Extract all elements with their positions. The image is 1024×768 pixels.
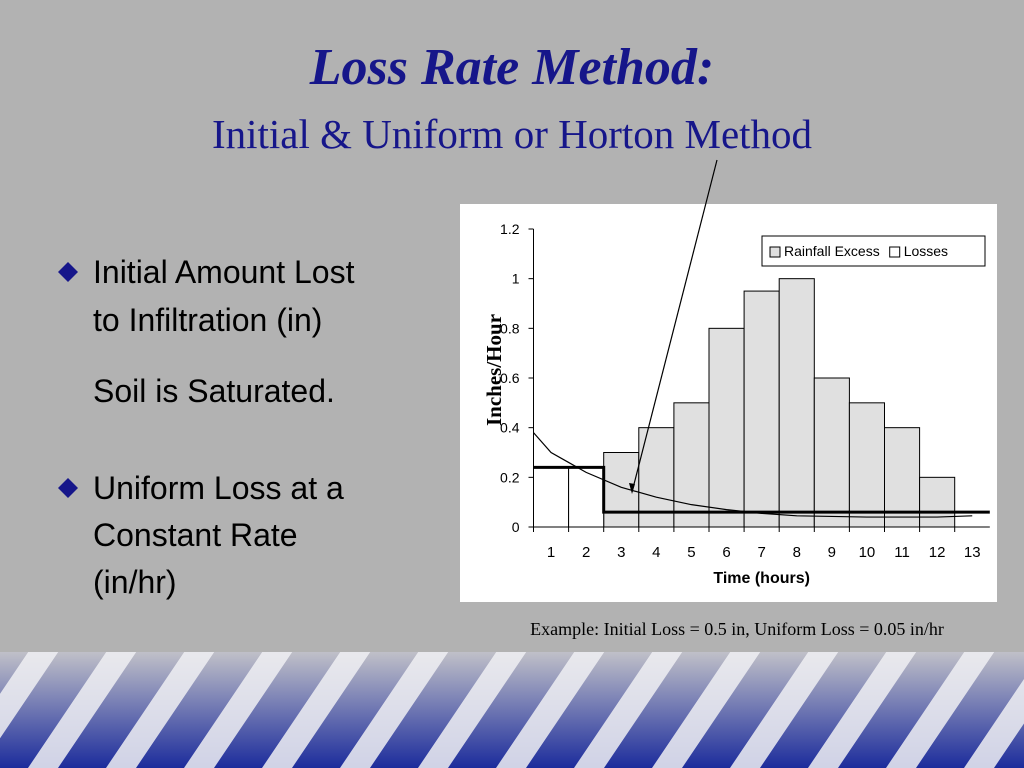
bar xyxy=(919,476,956,528)
bullet-diamond xyxy=(58,262,78,282)
x-tick-label: 12 xyxy=(929,544,946,561)
bar xyxy=(603,452,640,528)
horton-curve xyxy=(533,432,973,518)
legend-label: Losses xyxy=(904,243,948,259)
y-tick-label: 0.8 xyxy=(500,320,520,336)
bar xyxy=(708,327,745,528)
chart: 00.20.40.60.811.21 2 3 4 5 6 7 8 9 10 11 12 13Rainfa… xyxy=(482,221,990,587)
y-tick-label: 1 xyxy=(512,271,520,287)
bar xyxy=(568,466,605,528)
y-tick-label: 0.2 xyxy=(500,469,520,485)
x-tick-label: 3 xyxy=(617,544,625,561)
x-tick-label: 10 xyxy=(859,544,876,561)
bar xyxy=(673,402,710,528)
y-tick-label: 1.2 xyxy=(500,221,520,237)
y-tick-label: 0.4 xyxy=(500,420,520,436)
bar xyxy=(533,466,570,528)
bullet-text: Initial Amount Lost xyxy=(93,254,355,290)
legend-label: Rainfall Excess xyxy=(784,243,880,259)
x-tick-label: 11 xyxy=(894,544,910,561)
x-tick-label: 5 xyxy=(687,544,695,561)
bar xyxy=(743,290,780,528)
x-tick-label: 2 xyxy=(582,544,590,561)
bullet-text: (in/hr) xyxy=(93,564,177,600)
x-tick-label: 4 xyxy=(652,544,660,561)
slide-title: Loss Rate Method: xyxy=(309,39,714,96)
footer-stripes xyxy=(0,652,1024,768)
legend-box xyxy=(761,235,986,267)
slide-subtitle: Initial & Uniform or Horton Method xyxy=(212,111,812,157)
bullet-text: to Infiltration (in) xyxy=(93,302,322,338)
y-axis-label: Inches/Hour xyxy=(482,314,506,426)
bar xyxy=(778,278,815,528)
bullet-diamond xyxy=(58,478,78,498)
bullet-note: Soil is Saturated. xyxy=(93,373,335,409)
x-tick-label: 8 xyxy=(793,544,801,561)
uniform-loss-line xyxy=(533,465,990,514)
x-tick-label: 1 xyxy=(547,544,555,561)
bar xyxy=(884,427,921,528)
legend-swatch xyxy=(769,246,781,258)
bar xyxy=(813,377,850,528)
x-tick-label: 6 xyxy=(722,544,730,561)
caption: Example: Initial Loss = 0.5 in, Uniform … xyxy=(530,619,944,639)
legend-swatch xyxy=(889,246,901,258)
pointer-arrowhead xyxy=(629,483,635,494)
bar xyxy=(848,402,886,528)
y-tick-label: 0.6 xyxy=(500,370,520,386)
y-tick-label: 0 xyxy=(512,519,520,535)
x-tick-label: 9 xyxy=(828,544,836,561)
x-tick-label: 13 xyxy=(964,544,981,561)
pointer-line xyxy=(631,159,718,493)
x-tick-label: 7 xyxy=(757,544,765,561)
x-axis-label: Time (hours) xyxy=(713,570,810,587)
bullet-text: Constant Rate xyxy=(93,517,298,553)
bullet-text: Uniform Loss at a xyxy=(93,470,344,506)
bullets: Initial Amount Lost to Infiltration (in)… xyxy=(58,254,355,600)
